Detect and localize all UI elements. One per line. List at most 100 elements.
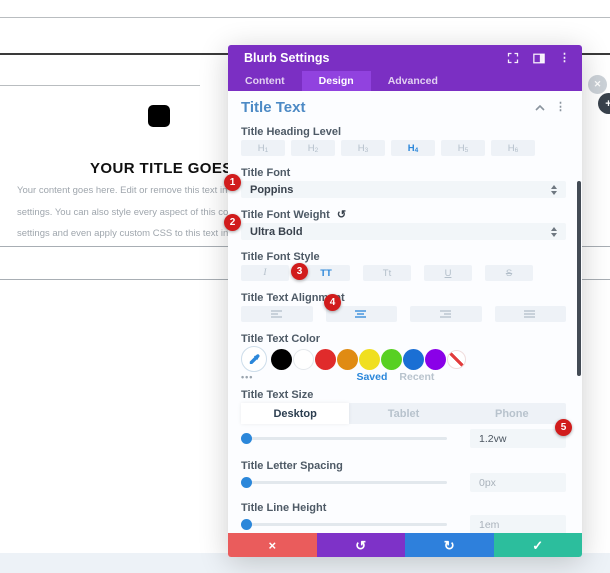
text-size-slider[interactable] bbox=[241, 429, 447, 448]
color-swatch-orange[interactable] bbox=[337, 348, 358, 370]
slider-handle[interactable] bbox=[241, 519, 252, 530]
title-font-style-label: Title Font Style bbox=[241, 250, 320, 263]
step-badge-1: 1 bbox=[224, 174, 241, 191]
device-tab-phone[interactable]: Phone bbox=[495, 407, 529, 420]
section-divider bbox=[0, 17, 610, 18]
line-height-slider[interactable] bbox=[241, 515, 447, 533]
discard-button[interactable]: × bbox=[228, 533, 317, 557]
title-font-weight-select[interactable]: Ultra Bold bbox=[241, 223, 566, 240]
title-font-value: Poppins bbox=[250, 183, 294, 196]
tab-design[interactable]: Design bbox=[301, 71, 371, 91]
underline-button[interactable]: U bbox=[424, 265, 472, 281]
title-font-select[interactable]: Poppins bbox=[241, 181, 566, 198]
line-height-row: 1em bbox=[241, 515, 566, 533]
letter-spacing-row: 0px bbox=[241, 473, 566, 492]
step-badge-4: 4 bbox=[324, 294, 341, 311]
title-letter-spacing-label: Title Letter Spacing bbox=[241, 459, 343, 472]
section-title-text[interactable]: Title Text bbox=[241, 98, 306, 116]
italic-button[interactable]: I bbox=[241, 265, 289, 281]
select-arrows-icon bbox=[551, 184, 557, 195]
blurb-content-line: settings and even apply custom CSS to th… bbox=[17, 228, 229, 239]
color-swatch-red[interactable] bbox=[315, 348, 336, 370]
align-center-icon bbox=[355, 309, 367, 318]
color-swatch-black[interactable] bbox=[271, 348, 292, 370]
modal-title: Blurb Settings bbox=[244, 51, 330, 65]
step-badge-2: 2 bbox=[224, 214, 241, 231]
device-tab-desktop[interactable]: Desktop bbox=[241, 403, 350, 424]
align-justify-button[interactable] bbox=[494, 306, 566, 322]
title-text-alignment-label: Title Text Alignment bbox=[241, 291, 345, 304]
letter-spacing-input[interactable]: 0px bbox=[470, 473, 566, 492]
collapse-section-icon[interactable] bbox=[535, 98, 545, 116]
title-font-weight-value: Ultra Bold bbox=[250, 225, 303, 238]
more-options-icon[interactable]: ••• bbox=[241, 372, 254, 382]
saved-colors-link[interactable]: Saved bbox=[356, 371, 388, 383]
eyedropper-icon bbox=[249, 353, 260, 364]
color-swatch-white[interactable] bbox=[293, 348, 314, 370]
undo-button[interactable]: ↺ bbox=[316, 533, 405, 557]
device-tabs: Desktop Tablet Phone bbox=[241, 403, 566, 424]
page-settings-button[interactable]: + bbox=[598, 93, 610, 114]
align-left-icon bbox=[270, 309, 282, 318]
title-text-size-label: Title Text Size bbox=[241, 388, 314, 401]
align-right-icon bbox=[439, 309, 451, 318]
device-tab-tablet[interactable]: Tablet bbox=[387, 407, 420, 420]
close-builder-button[interactable]: ✕ bbox=[588, 75, 607, 94]
select-arrows-icon bbox=[551, 226, 557, 237]
color-swatch-blue[interactable] bbox=[403, 348, 424, 370]
save-button[interactable]: ✓ bbox=[493, 533, 582, 557]
title-font-label: Title Font bbox=[241, 166, 291, 179]
line-height-input[interactable]: 1em bbox=[470, 515, 566, 533]
title-line-height-label: Title Line Height bbox=[241, 501, 327, 514]
reset-icon[interactable]: ↺ bbox=[336, 209, 347, 221]
eyedropper-button[interactable] bbox=[241, 346, 267, 372]
recent-colors-link[interactable]: Recent bbox=[399, 371, 435, 383]
text-size-input[interactable]: 1.2vw bbox=[470, 429, 566, 448]
modal-menu-icon[interactable]: ⋮ bbox=[559, 51, 570, 64]
alignment-group bbox=[241, 306, 566, 322]
letter-spacing-slider[interactable] bbox=[241, 473, 447, 492]
modal-tab-bar: Content Design Advanced bbox=[228, 71, 582, 91]
modal-header[interactable]: Blurb Settings ⋮ bbox=[228, 45, 582, 71]
title-text-color-label: Title Text Color bbox=[241, 332, 321, 345]
blurb-content-line: Your content goes here. Edit or remove t… bbox=[17, 185, 229, 196]
align-right-button[interactable] bbox=[410, 306, 482, 322]
heading-level-label: Title Heading Level bbox=[241, 125, 342, 138]
step-badge-3: 3 bbox=[291, 263, 308, 280]
page-bottom-area bbox=[0, 553, 610, 573]
blurb-image-placeholder bbox=[148, 105, 170, 127]
close-icon: ✕ bbox=[593, 79, 602, 89]
align-left-button[interactable] bbox=[241, 306, 313, 322]
slider-handle[interactable] bbox=[241, 433, 252, 444]
capitalize-button[interactable]: Tt bbox=[363, 265, 411, 281]
modal-footer: × ↺ ↻ ✓ bbox=[228, 533, 582, 557]
slider-handle[interactable] bbox=[241, 477, 252, 488]
tab-advanced[interactable]: Advanced bbox=[387, 75, 438, 87]
expand-modal-icon[interactable] bbox=[507, 52, 519, 64]
uppercase-button[interactable]: TT bbox=[302, 265, 350, 281]
section-menu-icon[interactable]: ⋮ bbox=[555, 100, 566, 113]
blurb-content: Your content goes here. Edit or remove t… bbox=[17, 180, 229, 245]
redo-button[interactable]: ↻ bbox=[405, 533, 494, 557]
color-swatch-purple[interactable] bbox=[425, 348, 446, 370]
snap-to-side-icon[interactable] bbox=[533, 53, 545, 64]
align-center-button[interactable] bbox=[325, 306, 397, 322]
step-badge-5: 5 bbox=[555, 419, 572, 436]
blurb-settings-modal: Blurb Settings ⋮ Content Design Advanced… bbox=[228, 45, 582, 557]
scrollbar-thumb[interactable] bbox=[577, 181, 581, 376]
color-swatch-green[interactable] bbox=[381, 348, 402, 370]
strikethrough-button[interactable]: S bbox=[485, 265, 533, 281]
color-swatch-none[interactable] bbox=[447, 349, 466, 369]
tab-content[interactable]: Content bbox=[245, 75, 285, 87]
color-swatch-yellow[interactable] bbox=[359, 348, 380, 370]
title-text-size-row: 1.2vw bbox=[241, 429, 566, 448]
